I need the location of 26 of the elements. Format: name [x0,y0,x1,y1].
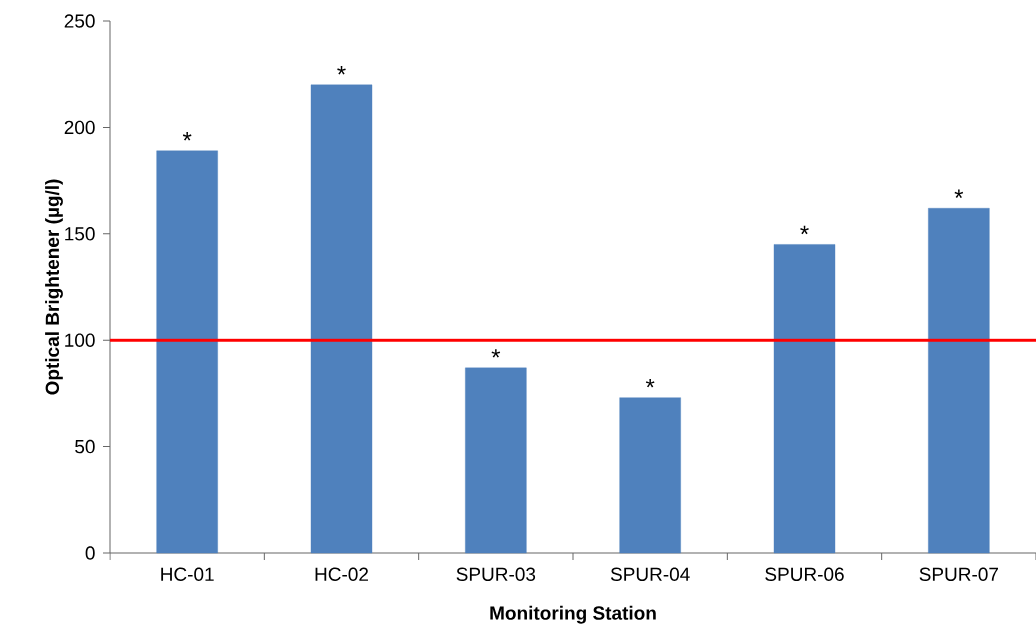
annotation: * [954,189,964,198]
bar [773,244,836,554]
x-tick-label: SPUR-06 [765,567,844,581]
y-tick-label: 250 [64,14,95,28]
annotation: * [800,225,809,235]
annotation: * [491,349,501,358]
x-tick-label: SPUR-07 [919,567,998,581]
y-axis-title: Optical Brightener (µg/l) [45,179,63,395]
annotation: * [182,132,192,141]
y-tick-label: 150 [65,227,95,241]
y-tick-label: 100 [65,333,95,347]
bar [619,397,681,554]
annotation: * [645,378,655,388]
x-tick-label: SPUR-04 [610,567,690,581]
x-tick-label: HC-02 [315,567,368,581]
x-tick-label: HC-01 [161,567,214,581]
bar [465,367,527,554]
bar [310,84,373,554]
bar [156,150,218,554]
y-tick-label: 200 [64,120,95,135]
y-tick-label: 0 [85,546,95,560]
annotation: * [337,66,346,75]
bar [928,208,990,554]
x-axis-title: Monitoring Station [490,605,656,624]
x-tick-label: SPUR-03 [456,567,536,581]
y-tick-label: 50 [75,439,95,454]
